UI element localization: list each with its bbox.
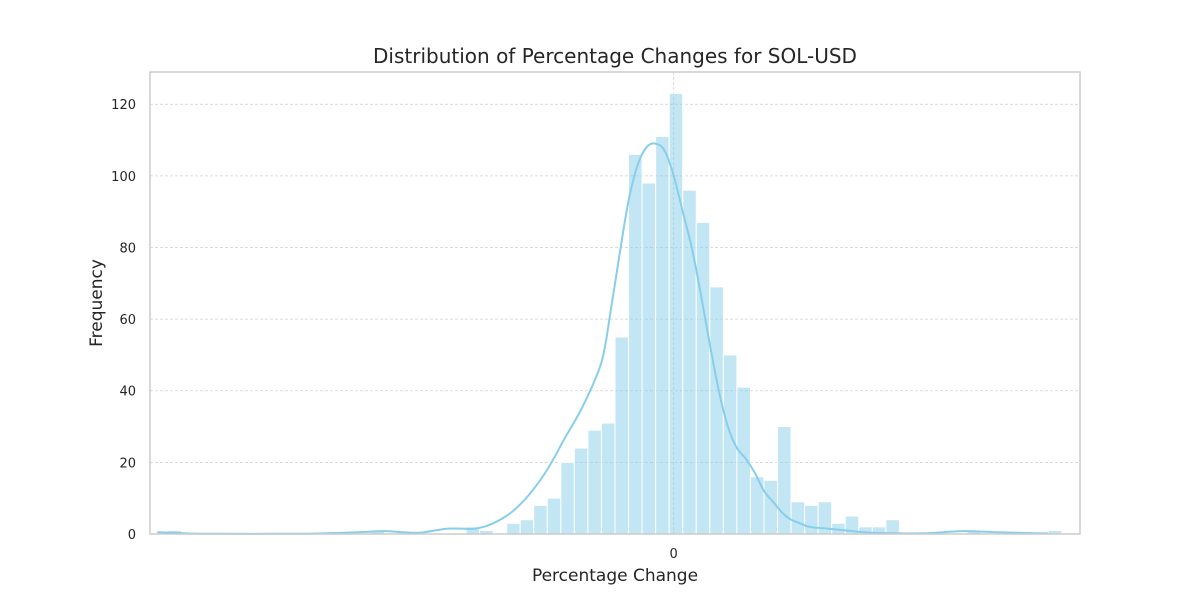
y-tick-label: 60 — [119, 313, 136, 328]
histogram-bar — [506, 522, 521, 535]
x-axis-label: Percentage Change — [532, 566, 698, 586]
histogram-bar — [546, 497, 562, 535]
histogram-bar — [573, 447, 589, 535]
histogram-bar — [695, 221, 711, 535]
y-axis-ticks: 0 20 40 60 80 100 120 — [111, 98, 136, 543]
y-tick-label: 120 — [111, 98, 136, 113]
histogram-bar — [763, 479, 779, 535]
y-tick-label: 100 — [111, 170, 136, 185]
chart-title: Distribution of Percentage Changes for S… — [373, 44, 857, 68]
y-tick-label: 40 — [119, 385, 136, 400]
histogram-bar — [790, 501, 806, 535]
x-tick-label: 0 — [670, 547, 678, 562]
histogram-bar — [600, 422, 616, 535]
histogram-bar — [587, 429, 602, 535]
y-tick-label: 80 — [119, 241, 136, 256]
y-tick-label: 0 — [128, 528, 136, 543]
kde-curve — [157, 142, 1049, 535]
y-axis-label: Frequency — [87, 259, 107, 347]
plot-frame — [149, 71, 1081, 535]
histogram-bar — [614, 336, 630, 535]
histogram-bar — [709, 286, 724, 535]
histogram-bar — [560, 461, 575, 535]
histogram-bar — [885, 519, 900, 535]
histogram-bar — [533, 504, 548, 535]
histogram-bar — [628, 153, 643, 535]
histogram-bar — [668, 92, 684, 535]
histogram-bar — [736, 386, 751, 535]
histogram-bar — [519, 519, 535, 535]
histogram-bar — [804, 504, 819, 535]
histogram-bar — [641, 182, 657, 535]
y-tick-label: 20 — [119, 456, 136, 471]
histogram-bar — [655, 135, 670, 535]
x-axis-ticks: 0 — [670, 547, 678, 562]
